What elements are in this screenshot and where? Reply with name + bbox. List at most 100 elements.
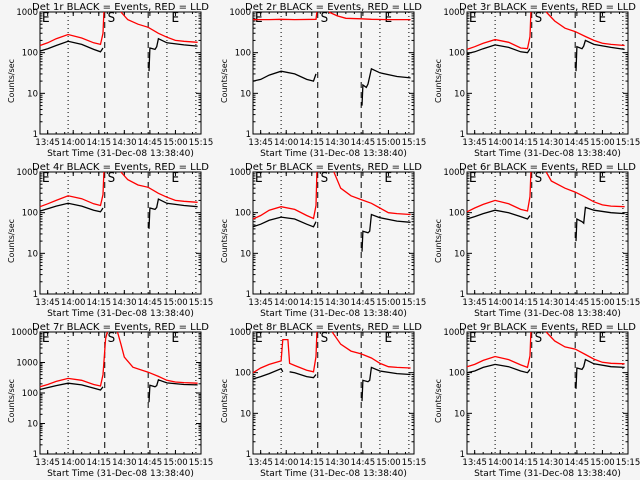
interval-marker-E: E bbox=[469, 171, 477, 186]
x-tick-label: 15:00 bbox=[163, 138, 188, 148]
x-tick-label: 14:00 bbox=[274, 138, 299, 148]
x-tick-label: 14:45 bbox=[138, 138, 163, 148]
x-axis-label: Start Time (31-Dec-08 13:38:40) bbox=[474, 469, 621, 479]
plot-frame bbox=[252, 331, 415, 455]
x-tick-label: 15:15 bbox=[189, 138, 214, 148]
y-tick-label: 10 bbox=[240, 249, 251, 259]
y-axis-label: Counts/sec bbox=[220, 219, 229, 263]
y-tick-label: 10 bbox=[454, 249, 465, 259]
x-tick-label: 14:45 bbox=[565, 458, 590, 468]
panel-title: Det 5r BLACK = Events, RED = LLD bbox=[245, 162, 422, 173]
y-tick-label: 1000 bbox=[443, 328, 465, 338]
panel-title: Det 8r BLACK = Events, RED = LLD bbox=[245, 322, 422, 333]
lld-series bbox=[252, 331, 318, 374]
interval-marker-E: E bbox=[598, 11, 606, 26]
interval-marker-E: E bbox=[469, 331, 477, 346]
y-tick-label: 100 bbox=[449, 49, 465, 59]
y-axis-label: Counts/sec bbox=[7, 379, 16, 423]
detector-panel-8: Det 8r BLACK = Events, RED = LLD 1 10 100 10… bbox=[220, 322, 426, 479]
y-tick-label: 1 bbox=[33, 450, 38, 460]
x-axis-label: Start Time (31-Dec-08 13:38:40) bbox=[260, 149, 407, 159]
panel-title: Det 6r BLACK = Events, RED = LLD bbox=[459, 162, 636, 173]
interval-marker-E: E bbox=[469, 11, 477, 26]
x-tick-label: 14:15 bbox=[300, 458, 325, 468]
x-tick-label: 14:15 bbox=[514, 458, 539, 468]
lld-series bbox=[328, 11, 411, 21]
x-tick-label: 14:30 bbox=[112, 138, 137, 148]
x-tick-label: 14:30 bbox=[325, 298, 350, 308]
interval-marker-S: S bbox=[107, 171, 115, 186]
events-series bbox=[466, 44, 531, 55]
interval-marker-E: E bbox=[42, 171, 50, 186]
y-tick-label: 10 bbox=[454, 409, 465, 419]
lld-series bbox=[333, 171, 411, 216]
x-tick-label: 15:15 bbox=[616, 138, 640, 148]
x-axis-label: Start Time (31-Dec-08 13:38:40) bbox=[47, 149, 194, 159]
plot-frame bbox=[466, 11, 629, 135]
y-tick-label: 100 bbox=[235, 369, 251, 379]
lld-series bbox=[466, 11, 532, 51]
x-tick-label: 13:45 bbox=[35, 298, 60, 308]
x-tick-label: 14:00 bbox=[274, 458, 299, 468]
x-tick-label: 14:45 bbox=[138, 298, 163, 308]
y-tick-label: 10 bbox=[240, 409, 251, 419]
detector-panel-6: Det 6r BLACK = Events, RED = LLD 1 10 100 10… bbox=[434, 162, 640, 319]
x-tick-label: 14:15 bbox=[87, 138, 112, 148]
y-tick-label: 1 bbox=[460, 130, 465, 140]
events-series bbox=[466, 363, 531, 374]
y-tick-label: 1 bbox=[460, 450, 465, 460]
y-axis-label: Counts/sec bbox=[220, 379, 229, 423]
lld-series bbox=[545, 171, 625, 208]
plot-frame bbox=[252, 11, 415, 135]
x-tick-label: 14:45 bbox=[351, 138, 376, 148]
x-axis-label: Start Time (31-Dec-08 13:38:40) bbox=[260, 469, 407, 479]
y-tick-label: 1 bbox=[246, 130, 251, 140]
lld-series bbox=[331, 331, 411, 369]
interval-marker-S: S bbox=[320, 331, 328, 346]
y-tick-label: 1 bbox=[33, 130, 38, 140]
interval-marker-E: E bbox=[384, 11, 392, 26]
x-tick-label: 14:45 bbox=[138, 458, 163, 468]
events-series bbox=[252, 216, 317, 228]
x-tick-label: 13:45 bbox=[248, 458, 273, 468]
lld-series bbox=[252, 171, 318, 220]
lld-series bbox=[253, 11, 318, 21]
detector-panel-5: Det 5r BLACK = Events, RED = LLD 1 10 100 10… bbox=[220, 162, 426, 319]
x-tick-label: 14:00 bbox=[61, 458, 86, 468]
interval-marker-E: E bbox=[171, 331, 179, 346]
x-tick-label: 14:00 bbox=[61, 298, 86, 308]
events-series bbox=[252, 70, 317, 82]
y-tick-label: 1000 bbox=[16, 168, 38, 178]
interval-marker-S: S bbox=[107, 331, 115, 346]
y-tick-label: 10 bbox=[27, 89, 38, 99]
x-tick-label: 14:30 bbox=[112, 458, 137, 468]
x-tick-label: 13:45 bbox=[462, 138, 487, 148]
y-tick-label: 1000 bbox=[443, 168, 465, 178]
y-tick-label: 1 bbox=[246, 290, 251, 300]
events-series bbox=[466, 209, 531, 220]
x-axis-label: Start Time (31-Dec-08 13:38:40) bbox=[474, 309, 621, 319]
interval-marker-S: S bbox=[320, 11, 328, 26]
x-tick-label: 14:30 bbox=[539, 458, 564, 468]
x-tick-label: 14:30 bbox=[325, 138, 350, 148]
y-axis-label: Counts/sec bbox=[7, 59, 16, 103]
lld-series bbox=[466, 331, 532, 369]
panel-title: Det 2r BLACK = Events, RED = LLD bbox=[245, 2, 422, 13]
x-tick-label: 13:45 bbox=[35, 138, 60, 148]
events-series bbox=[148, 37, 198, 72]
x-tick-label: 15:00 bbox=[163, 458, 188, 468]
x-tick-label: 13:45 bbox=[248, 138, 273, 148]
events-series bbox=[289, 371, 317, 379]
x-tick-label: 14:15 bbox=[514, 138, 539, 148]
x-tick-label: 14:30 bbox=[112, 298, 137, 308]
interval-marker-E: E bbox=[42, 331, 50, 346]
x-tick-label: 14:30 bbox=[539, 138, 564, 148]
lld-series bbox=[39, 171, 105, 208]
interval-marker-S: S bbox=[534, 11, 542, 26]
events-series bbox=[252, 367, 284, 380]
x-axis-label: Start Time (31-Dec-08 13:38:40) bbox=[47, 469, 194, 479]
y-axis-label: Counts/sec bbox=[7, 219, 16, 263]
x-tick-label: 14:45 bbox=[351, 458, 376, 468]
y-tick-label: 1000 bbox=[16, 359, 38, 369]
x-tick-label: 13:45 bbox=[462, 298, 487, 308]
